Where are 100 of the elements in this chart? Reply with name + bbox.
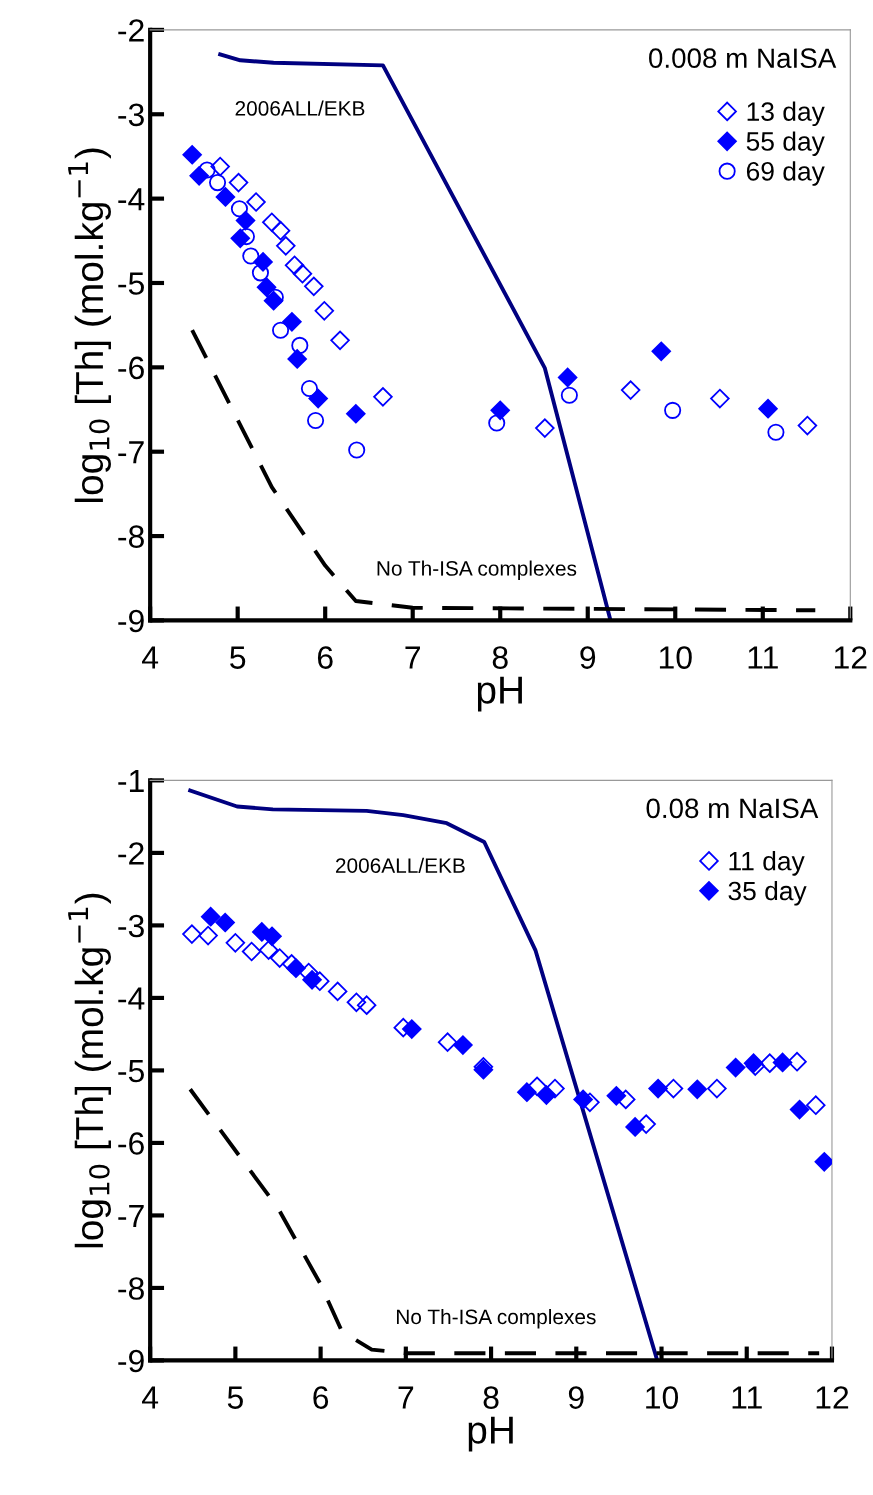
point — [490, 400, 510, 421]
point — [200, 906, 221, 927]
x-tick-label: 4 — [142, 1386, 159, 1409]
y-axis-title: log$_{10}$ [Th] (mol.kg$^{−1}$) — [68, 893, 111, 1248]
legend-label: 69 day — [746, 161, 825, 186]
y-tick-label: -4 — [118, 987, 145, 1010]
point — [356, 995, 377, 1015]
point — [291, 336, 309, 354]
legend-label: 35 day — [728, 880, 807, 906]
point — [557, 367, 578, 388]
x-tick-label: 5 — [230, 646, 246, 669]
point — [787, 1051, 807, 1072]
point — [707, 1078, 727, 1099]
x-tick-label: 12 — [816, 1386, 849, 1409]
x-tick-label: 11 — [732, 1386, 762, 1409]
point — [651, 341, 672, 362]
x-axis-title: pH — [477, 676, 522, 712]
point — [664, 401, 682, 419]
point — [625, 1117, 645, 1137]
point — [286, 958, 306, 978]
point — [258, 940, 279, 960]
x-tick-label: 10 — [659, 646, 692, 669]
y-tick-label: -2 — [118, 842, 144, 865]
point — [402, 1019, 422, 1039]
point — [606, 1086, 627, 1106]
point — [209, 174, 227, 192]
point — [772, 1052, 793, 1073]
point — [536, 1085, 557, 1105]
y-tick-label: -8 — [118, 1277, 144, 1300]
annotation: 0.08 m NaISA — [646, 798, 819, 819]
point — [437, 1032, 458, 1052]
point — [210, 156, 230, 177]
point — [806, 1095, 826, 1115]
point — [560, 386, 578, 404]
y-tick-label: -4 — [118, 188, 145, 211]
y-tick-label: -6 — [118, 1132, 144, 1155]
point — [292, 263, 313, 284]
point — [814, 1152, 832, 1172]
x-tick-label: 9 — [580, 646, 596, 669]
point — [488, 414, 506, 432]
point — [330, 330, 350, 351]
x-tick-label: 7 — [405, 646, 420, 669]
point — [308, 388, 328, 409]
y-axis-title: log$_{10}$ [Th] (mol.kg$^{−1}$) — [68, 148, 111, 503]
point — [758, 398, 778, 419]
x-axis-title: pH — [468, 1416, 513, 1452]
point — [307, 411, 325, 430]
x-tick-label: 6 — [317, 646, 333, 669]
point — [284, 255, 305, 276]
annotation: 2006ALL/EKB — [335, 857, 465, 873]
point — [262, 926, 282, 947]
point — [327, 981, 348, 1002]
point — [304, 276, 324, 297]
y-tick-label: -3 — [118, 914, 144, 938]
x-tick-label: 8 — [483, 1386, 499, 1409]
point — [282, 312, 302, 332]
point — [725, 1057, 746, 1078]
point — [182, 145, 202, 165]
point — [302, 970, 322, 990]
point — [663, 1078, 684, 1099]
point — [270, 220, 291, 241]
line-series — [188, 1087, 822, 1356]
y-tick-label: -8 — [118, 525, 144, 548]
y-tick-label: -5 — [118, 1060, 144, 1083]
y-tick-label: -1 — [118, 769, 144, 792]
annotation: 0.008 m NaISA — [649, 48, 837, 69]
point — [453, 1035, 473, 1055]
x-tick-label: 9 — [568, 1386, 584, 1409]
point — [215, 912, 235, 933]
point — [648, 1078, 668, 1099]
annotation: 2006ALL/EKB — [235, 100, 365, 116]
point — [276, 236, 296, 256]
point — [687, 1079, 708, 1100]
point — [246, 192, 266, 212]
point — [517, 1082, 537, 1102]
point — [235, 210, 256, 231]
annotation: No Th-ISA complexes — [377, 560, 577, 580]
point — [272, 321, 290, 339]
y-tick-label: -5 — [118, 272, 144, 295]
legend-label: 11 day — [729, 851, 805, 876]
point — [230, 200, 248, 218]
point — [767, 423, 785, 441]
point — [266, 288, 284, 306]
point — [241, 941, 262, 962]
point — [710, 388, 730, 409]
x-tick-label: 7 — [398, 1386, 414, 1409]
point — [269, 948, 290, 968]
point — [198, 161, 216, 179]
point — [346, 403, 366, 424]
y-tick-label: -9 — [118, 1349, 144, 1373]
point — [620, 380, 641, 400]
point — [262, 212, 282, 232]
legend-label: 13 day — [747, 101, 825, 127]
line-series — [218, 52, 613, 621]
x-tick-label: 4 — [142, 646, 159, 669]
y-tick-label: -7 — [118, 1205, 144, 1228]
y-tick-label: -2 — [118, 19, 144, 42]
x-tick-label: 8 — [492, 646, 508, 669]
x-tick-label: 10 — [646, 1386, 679, 1409]
point — [373, 387, 393, 407]
